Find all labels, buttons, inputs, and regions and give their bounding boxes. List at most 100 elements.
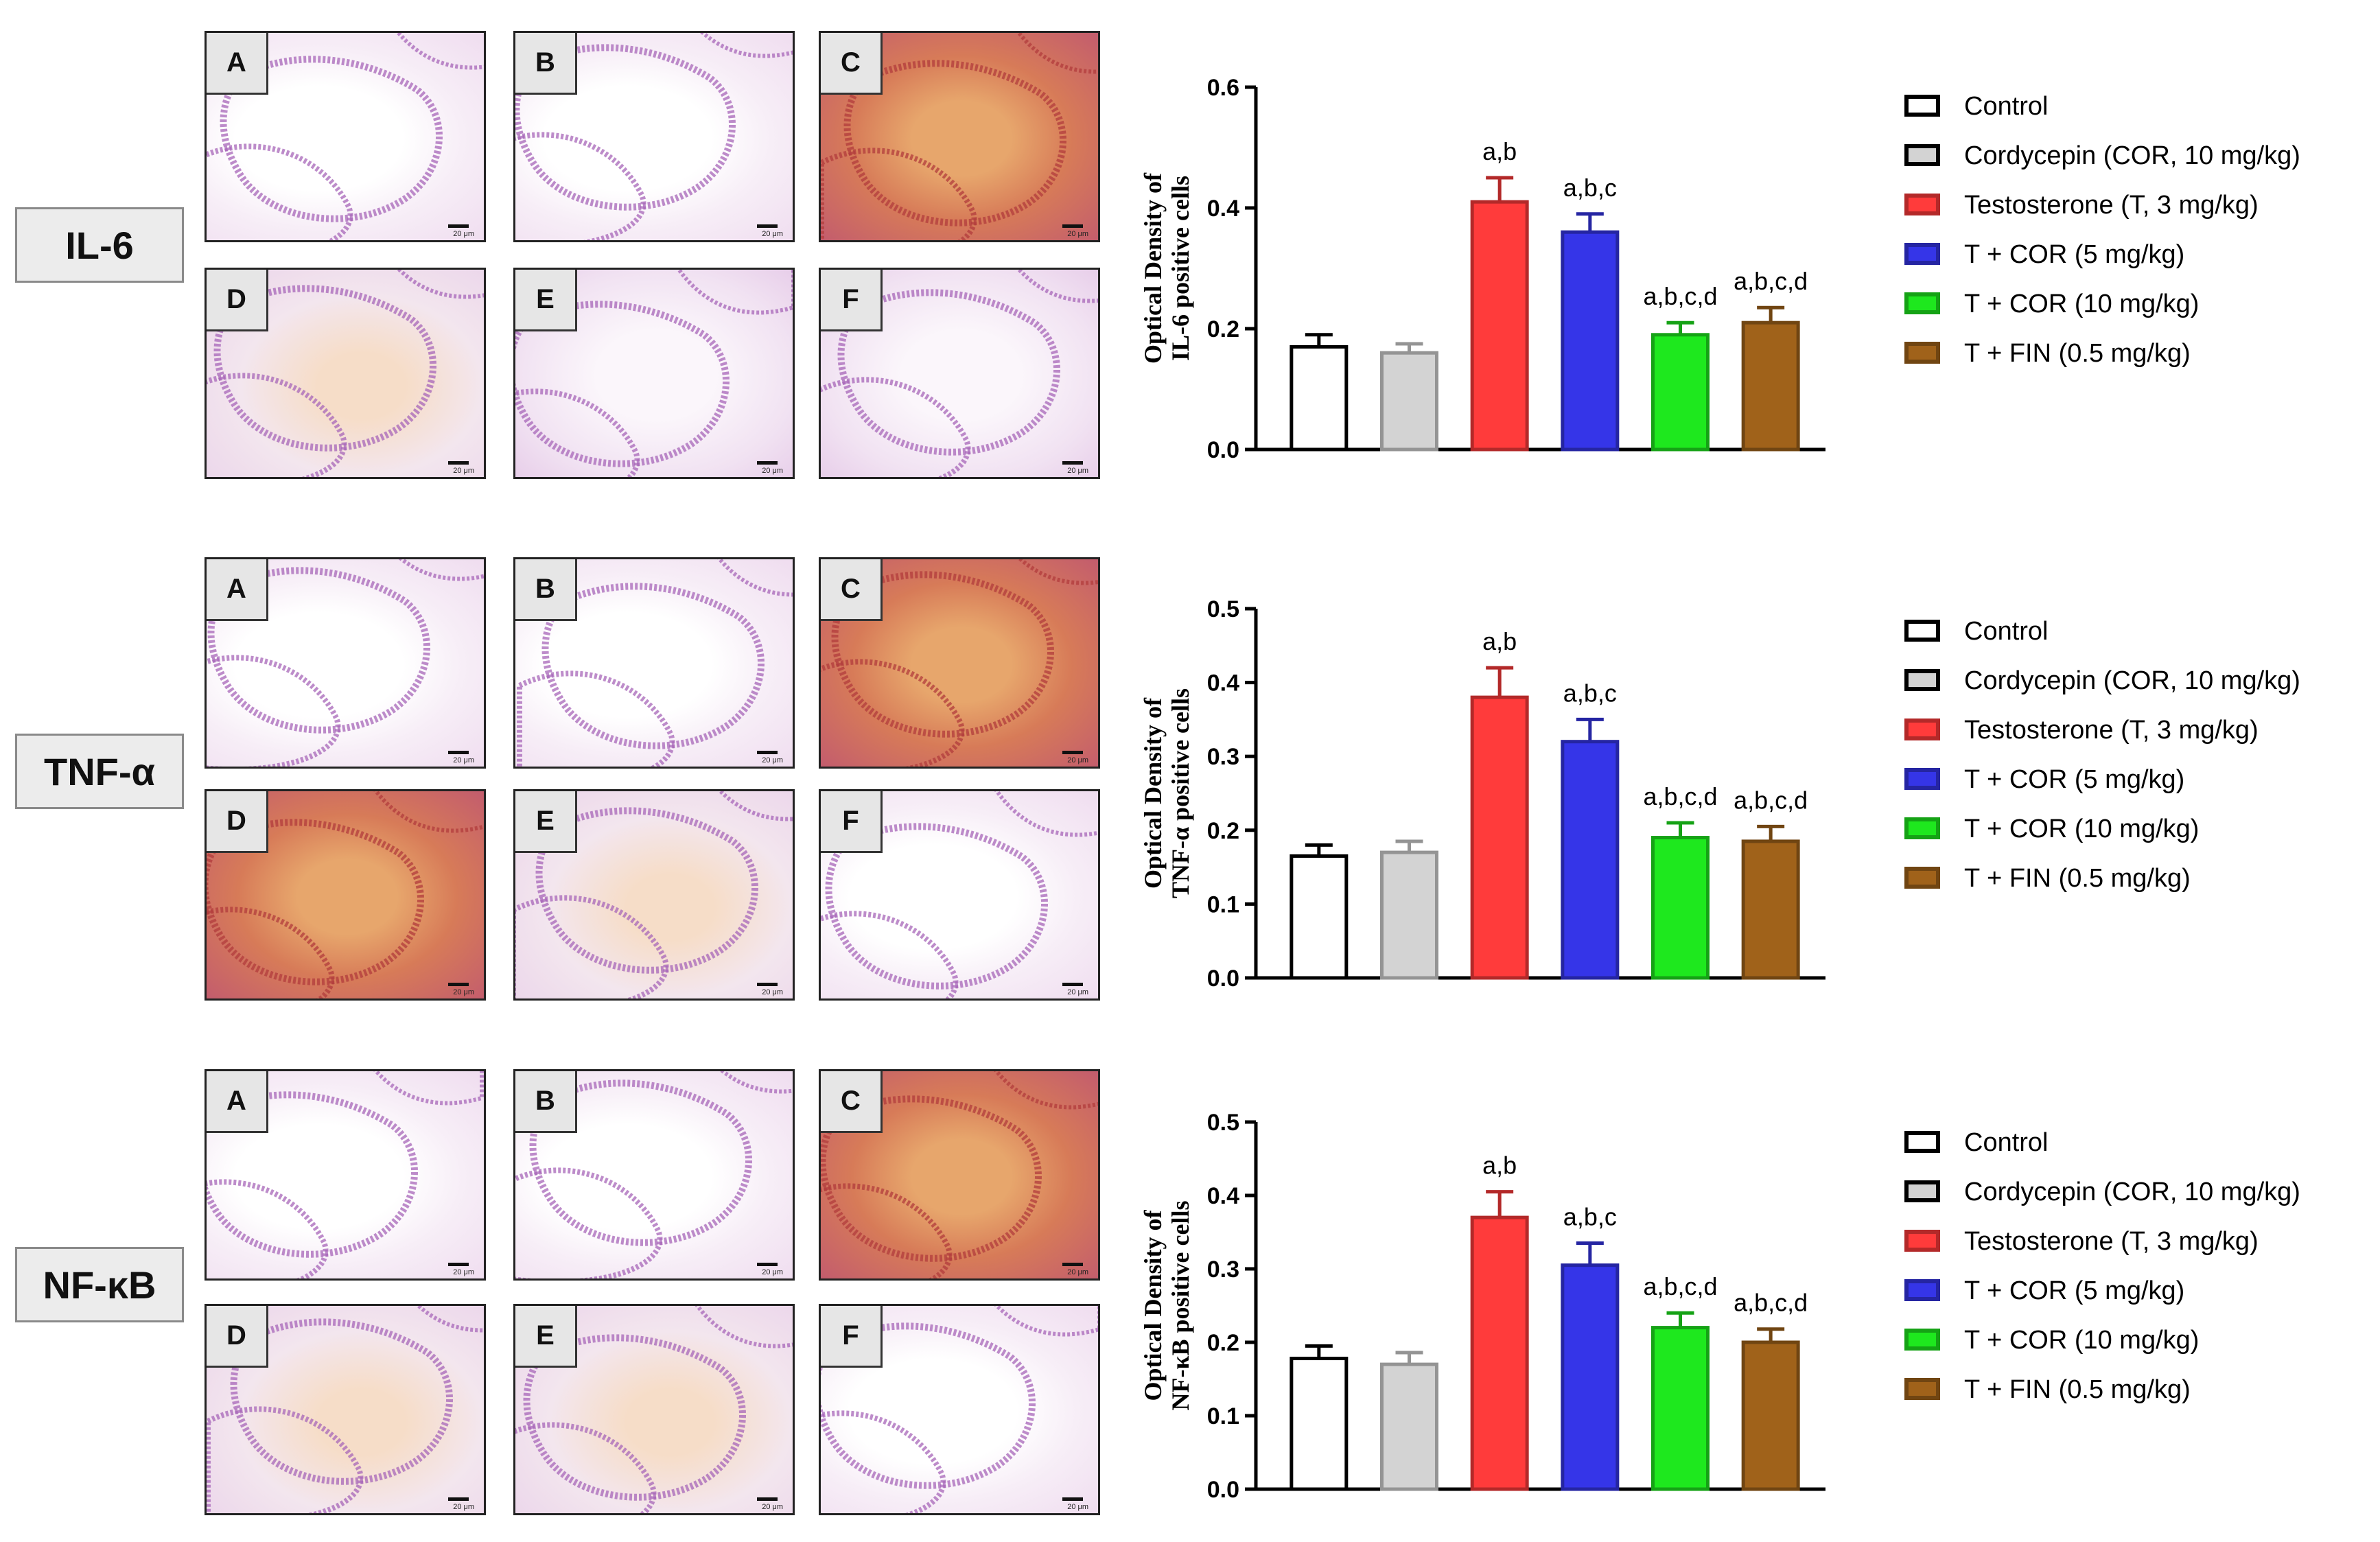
micrograph-panel: C 20 μm: [819, 557, 1100, 769]
panel-letter: C: [821, 33, 883, 95]
micrograph-panel: B 20 μm: [513, 557, 795, 769]
panel-letter: A: [207, 559, 268, 621]
gland-outline: [1016, 33, 1098, 74]
legend-label: Control: [1964, 92, 2049, 121]
y-tick-label: 0.3: [1207, 1257, 1239, 1283]
gland-outline: [515, 132, 646, 240]
panel-letter: B: [515, 559, 577, 621]
scale-label: 20 μm: [453, 230, 474, 238]
legend-label: T + COR (10 mg/kg): [1964, 1326, 2199, 1355]
legend-label: T + COR (5 mg/kg): [1964, 1276, 2184, 1305]
significance-label: a,b,c,d: [1734, 1289, 1808, 1317]
gland-outline: [396, 270, 484, 299]
gland-outline: [207, 373, 347, 477]
scale-bar: [448, 224, 469, 228]
gland-outline: [207, 819, 424, 985]
y-tick-label: 0.4: [1207, 1183, 1239, 1209]
gland-outline: [396, 33, 484, 70]
y-tick-label: 0.5: [1207, 1110, 1239, 1136]
row-label-nfkb: NF-κB: [15, 1247, 184, 1322]
legend-swatch: [1904, 768, 1940, 790]
bar: [1470, 695, 1529, 980]
micrograph-panel: C 20 μm: [819, 31, 1100, 242]
significance-label: a,b,c,d: [1643, 782, 1717, 810]
tissue-image: [207, 1306, 484, 1513]
gland-outline: [821, 1322, 1036, 1489]
y-tick-label: 0.3: [1207, 744, 1239, 770]
legend-label: Control: [1964, 617, 2049, 646]
legend-label: T + FIN (0.5 mg/kg): [1964, 1375, 2191, 1404]
panel-letter: B: [515, 1071, 577, 1133]
significance-label: a,b,c,d: [1643, 1272, 1717, 1300]
legend-label: Testosterone (T, 3 mg/kg): [1964, 191, 2259, 220]
y-tick-label: 0.5: [1207, 597, 1239, 622]
y-axis-label-line: Optical Density of: [1139, 697, 1167, 889]
legend-swatch: [1904, 620, 1940, 642]
legend-swatch: [1904, 817, 1940, 839]
scale-bar: [1062, 1497, 1083, 1501]
scale-label: 20 μm: [762, 756, 783, 764]
scale-label: 20 μm: [1067, 756, 1088, 764]
legend-label: Testosterone (T, 3 mg/kg): [1964, 1227, 2259, 1256]
legend-swatch: [1904, 144, 1940, 166]
gland-outline: [529, 1079, 752, 1246]
y-tick-label: 0.2: [1207, 818, 1239, 844]
micrograph-panel: B 20 μm: [513, 31, 795, 242]
gland-outline: [415, 1306, 484, 1333]
scale-label: 20 μm: [453, 1268, 474, 1276]
panel-letter: C: [821, 559, 883, 621]
legend-nfkb: Control Cordycepin (COR, 10 mg/kg) Testost…: [1904, 1128, 2300, 1404]
gland-outline: [207, 1179, 329, 1278]
legend-swatch: [1904, 194, 1940, 215]
bar: [1561, 1263, 1620, 1491]
significance-label: a,b,c: [1563, 174, 1617, 202]
scale-label: 20 μm: [762, 1268, 783, 1276]
micrograph-panel: D 20 μm: [205, 789, 486, 1001]
legend-swatch: [1904, 1279, 1940, 1301]
gland-outline: [220, 56, 443, 222]
legend-label: T + FIN (0.5 mg/kg): [1964, 864, 2191, 893]
micrograph-panel: D 20 μm: [205, 268, 486, 479]
bar: [1290, 344, 1349, 452]
scale-bar: [757, 224, 778, 228]
gland-outline: [1016, 270, 1098, 303]
micrograph-panel: A 20 μm: [205, 557, 486, 769]
gland-outline: [717, 559, 793, 597]
gland-outline: [994, 1071, 1098, 1110]
scale-bar: [448, 983, 469, 986]
legend-swatch: [1904, 1329, 1940, 1351]
y-axis-label-line: Optical Density of: [1139, 1210, 1167, 1401]
gland-outline: [207, 655, 341, 767]
legend-label: T + COR (10 mg/kg): [1964, 290, 2199, 318]
micrograph-panel: E 20 μm: [513, 268, 795, 479]
panel-letter: D: [207, 791, 268, 853]
gland-outline: [821, 1410, 946, 1513]
gland-outline: [515, 301, 730, 467]
panel-letter: D: [207, 1306, 268, 1368]
legend-label: Testosterone (T, 3 mg/kg): [1964, 716, 2259, 745]
row-label-text: NF-κB: [43, 1263, 156, 1307]
row-label-tnfa: TNF-α: [15, 734, 184, 809]
panel-letter: A: [207, 33, 268, 95]
significance-label: a,b,c: [1563, 1203, 1617, 1231]
scale-label: 20 μm: [1067, 230, 1088, 238]
y-axis-label: Optical Density ofIL-6 positive cells: [1139, 172, 1194, 364]
gland-outline: [821, 377, 971, 477]
legend-swatch: [1904, 1131, 1940, 1153]
y-tick-label: 0.0: [1207, 1477, 1239, 1499]
gland-outline: [515, 44, 736, 211]
tissue-image: [515, 791, 793, 998]
gland-outline: [398, 559, 484, 581]
panel-letter: F: [821, 791, 883, 853]
significance-label: a,b,c,d: [1734, 786, 1808, 814]
bar: [1741, 320, 1800, 452]
gland-outline: [515, 388, 640, 477]
y-axis-label: Optical Density ofTNF-α positive cells: [1139, 688, 1194, 898]
panel-letter: D: [207, 270, 268, 331]
panel-letter: E: [515, 791, 577, 853]
micrograph-panel: F 20 μm: [819, 268, 1100, 479]
legend-label: Cordycepin (COR, 10 mg/kg): [1964, 1178, 2300, 1206]
gland-outline: [541, 583, 765, 749]
scale-bar: [757, 1263, 778, 1266]
legend-swatch: [1904, 243, 1940, 265]
